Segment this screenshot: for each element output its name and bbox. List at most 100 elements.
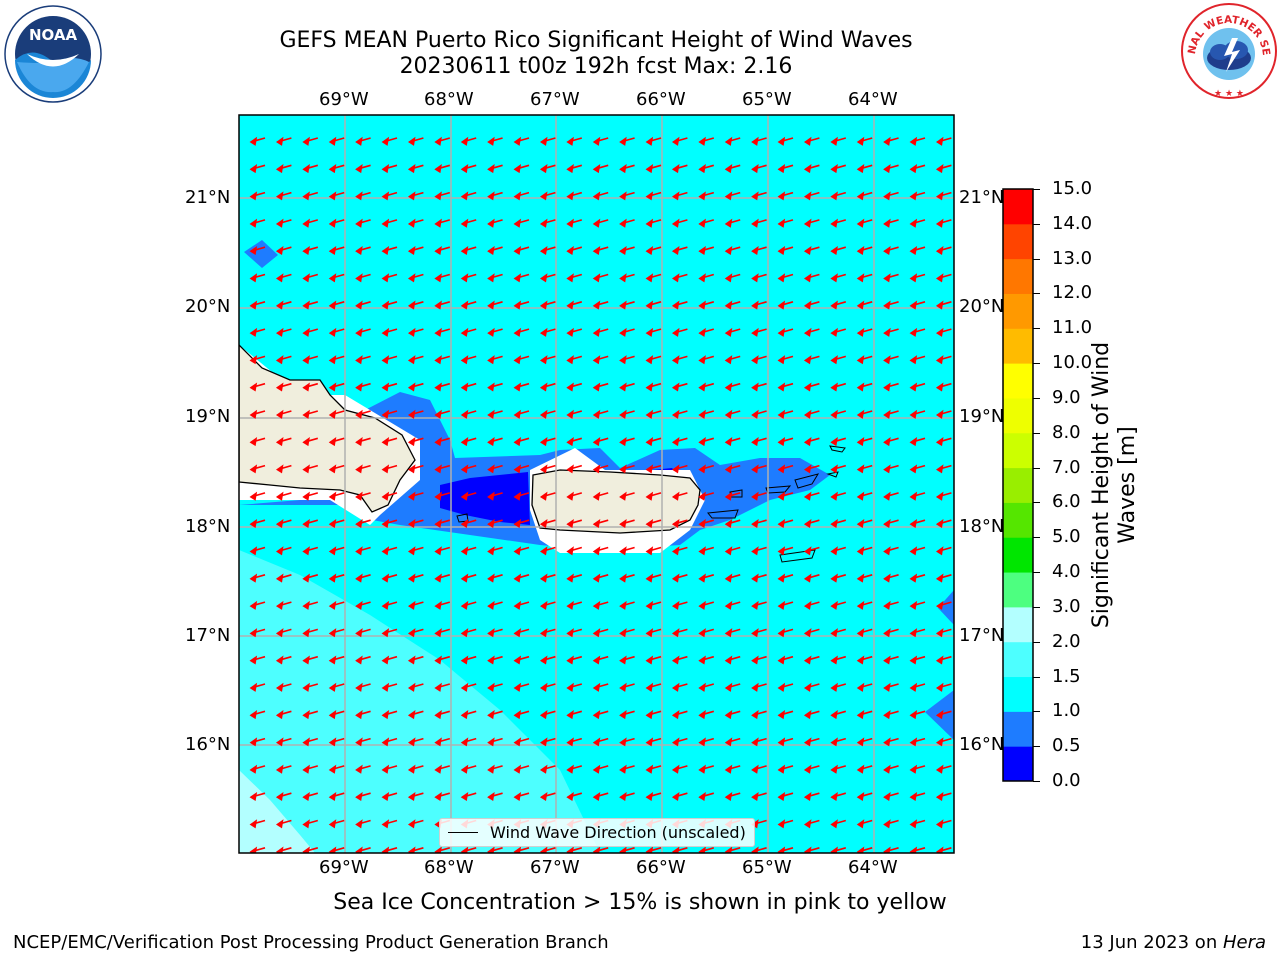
wave-arrow-head <box>698 737 706 747</box>
colorbar-label: Significant Height of Wind Waves [m] <box>1089 341 1140 629</box>
wave-arrow-head <box>698 136 706 146</box>
wave-arrow-head <box>645 491 654 501</box>
wave-arrow-head <box>592 464 601 474</box>
wave-arrow-head <box>566 164 574 174</box>
wave-arrow-head <box>751 846 759 853</box>
wave-arrow-head <box>935 355 944 365</box>
wind-wave-arrows <box>249 136 952 853</box>
lon-tick-top: 64°W <box>848 89 898 110</box>
wave-arrow-head <box>619 491 627 501</box>
wave-arrow-head <box>249 600 258 610</box>
wave-arrow-head <box>777 682 786 692</box>
wave-arrow-head <box>434 273 442 283</box>
colorbar-tick: 1.5 <box>1052 665 1081 687</box>
wave-arrow-head <box>328 273 337 283</box>
wave-arrow-head <box>856 846 865 853</box>
colorbar-tick: 15.0 <box>1052 178 1093 199</box>
wave-arrow-head <box>487 437 495 447</box>
wave-arrow-head <box>381 628 390 638</box>
wave-arrow-head <box>724 546 733 556</box>
colorbar <box>1002 188 1034 782</box>
wave-arrow-head <box>487 546 495 556</box>
wave-arrow-head <box>671 382 680 392</box>
wave-arrow-head <box>355 546 363 556</box>
wave-arrow-head <box>328 327 337 337</box>
wave-arrow-head <box>275 191 284 201</box>
wave-arrow-head <box>566 791 574 802</box>
wave-arrow-head <box>539 136 548 146</box>
colorbar-tick: 5.0 <box>1052 526 1081 548</box>
wave-arrow-head <box>539 628 548 638</box>
wave-arrow-head <box>830 710 838 720</box>
wave-arrow-head <box>434 791 442 802</box>
wave-arrow-head <box>645 409 654 419</box>
wave-arrow-head <box>830 191 838 201</box>
wave-arrow-head <box>751 382 759 392</box>
colorbar-tick-mark <box>1033 223 1040 225</box>
wave-arrow-head <box>883 409 891 419</box>
colorbar-segment <box>1003 467 1033 503</box>
wave-arrow-head <box>275 300 284 310</box>
sea-ice-note: Sea Ice Concentration > 15% is shown in … <box>333 890 947 915</box>
wave-arrow-head <box>935 136 944 146</box>
wave-arrow-head <box>407 682 416 692</box>
colorbar-tick: 10.0 <box>1052 352 1093 374</box>
wave-arrow-head <box>249 764 258 774</box>
lat-tick-left: 19°N <box>185 406 231 427</box>
wave-arrow-head <box>645 518 654 529</box>
wave-arrow-head <box>724 273 733 283</box>
wave-arrow-head <box>803 491 812 501</box>
wave-arrow-head <box>830 655 838 665</box>
wave-arrow-head <box>566 300 574 310</box>
wave-arrow-head <box>539 464 548 474</box>
wave-arrow-head <box>328 682 337 692</box>
wave-arrow-head <box>830 409 838 419</box>
wave-arrow-head <box>302 791 310 802</box>
wave-arrow-head <box>751 273 759 283</box>
colorbar-tick-mark <box>1033 189 1040 190</box>
wave-arrow-head <box>777 764 786 774</box>
wave-arrow-head <box>513 437 522 447</box>
wave-arrow-head <box>935 682 944 692</box>
wave-band-1-5 <box>239 550 600 853</box>
wave-arrow-head <box>355 164 363 174</box>
wave-arrow-head <box>645 655 654 665</box>
wave-arrow-head <box>909 573 918 583</box>
wave-arrow-head <box>619 600 627 610</box>
wave-arrow-head <box>328 737 337 747</box>
wave-arrow-head <box>249 327 258 337</box>
wave-arrow-head <box>671 573 680 583</box>
wave-arrow-head <box>434 600 442 610</box>
wave-arrow-head <box>566 136 574 146</box>
wave-arrow-head <box>302 327 310 337</box>
wave-arrow-head <box>355 327 363 337</box>
wave-arrow-head <box>698 191 706 201</box>
wave-arrow-head <box>275 737 284 747</box>
wave-arrow-head <box>909 628 918 638</box>
wave-arrow-head <box>434 437 442 447</box>
wave-arrow-head <box>935 300 944 310</box>
wave-arrow-head <box>909 382 918 392</box>
wave-arrow-head <box>539 191 548 201</box>
wave-arrow-head <box>302 437 310 447</box>
wave-arrow-head <box>592 846 601 853</box>
wave-arrow-head <box>803 819 812 829</box>
wave-arrow-head <box>909 409 918 419</box>
wave-arrow-head <box>566 437 574 447</box>
wave-arrow-head <box>777 382 786 392</box>
wave-arrow-head <box>566 218 574 228</box>
wave-arrow-head <box>619 218 627 228</box>
wave-arrow-head <box>249 573 258 583</box>
lon-tick-bottom: 67°W <box>530 857 580 878</box>
wave-arrow-head <box>328 710 337 720</box>
wave-arrow-head <box>249 300 258 310</box>
wave-arrow-head <box>883 546 891 556</box>
wave-arrow-head <box>830 791 838 802</box>
wave-arrow-head <box>460 682 469 692</box>
wave-arrow-head <box>275 136 284 146</box>
wave-arrow-head <box>777 710 786 720</box>
colorbar-tick: 7.0 <box>1052 456 1081 478</box>
wave-arrow-head <box>856 437 865 447</box>
wave-arrow-head <box>434 245 442 256</box>
wave-arrow-head <box>460 273 469 283</box>
